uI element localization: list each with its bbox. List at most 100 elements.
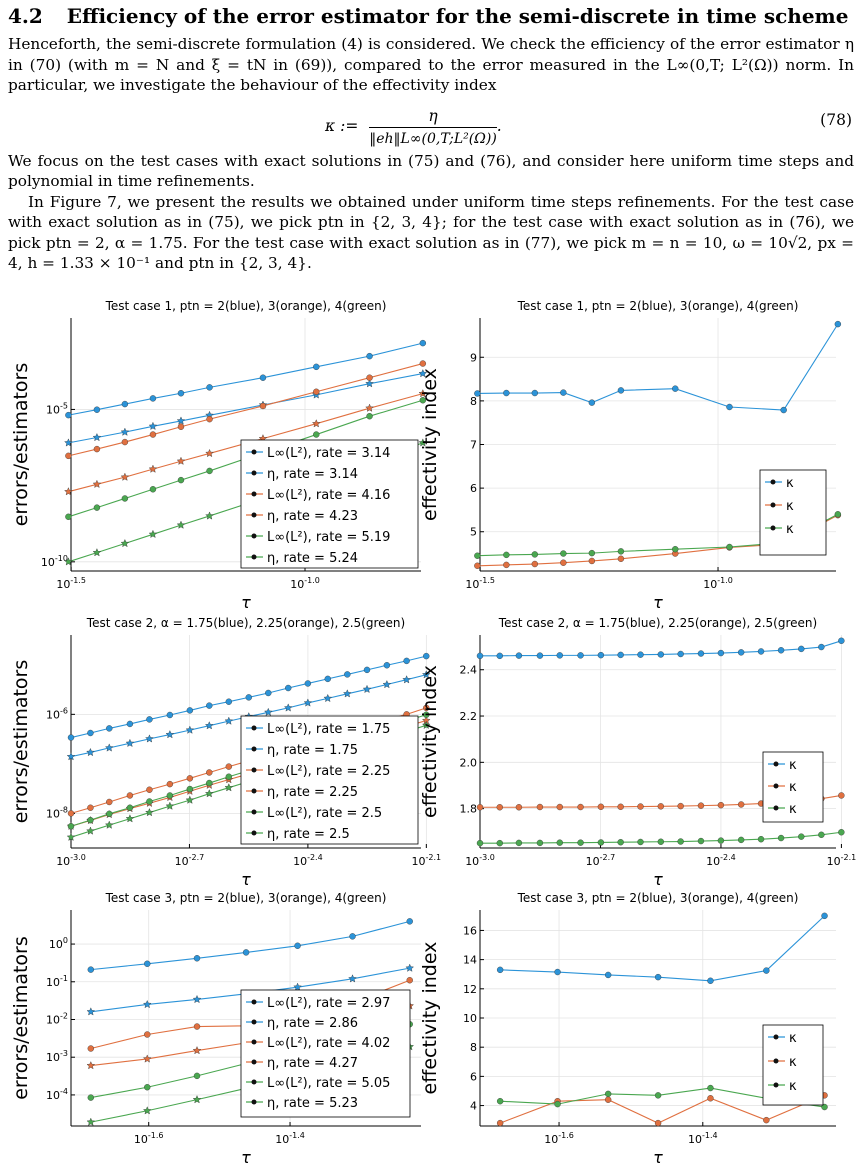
y-axis-label: effectivity index: [419, 942, 441, 1095]
chart-test2-effectivity: 10-3.0 10-2.7 10-2.4 10-2.1 1.8 2.0 2.2 2.4 Test…: [419, 616, 856, 889]
data-point: [672, 385, 679, 392]
data-point-star: [86, 1117, 96, 1126]
data-point-star: [405, 963, 415, 972]
data-point: [67, 734, 75, 741]
tick-label: 1.8: [460, 803, 478, 816]
tick-label: 10-1.5: [56, 576, 86, 591]
legend-marker: [770, 502, 776, 508]
data-point: [556, 652, 563, 659]
data-point: [144, 1031, 151, 1038]
series-blue-circle: [476, 637, 845, 660]
legend-label: κ: [786, 499, 794, 514]
tick-label: 10-1.0: [290, 576, 320, 591]
data-point-star: [311, 419, 321, 428]
data-point: [834, 320, 842, 328]
data-point: [763, 1116, 770, 1124]
data-point: [588, 549, 596, 557]
data-point: [838, 829, 845, 836]
data-point: [285, 684, 292, 692]
data-point-star: [205, 448, 214, 458]
data-point-star: [421, 670, 431, 679]
data-point-star: [263, 707, 273, 716]
data-point-star: [145, 808, 154, 817]
data-point: [617, 839, 624, 846]
legend-marker: [251, 830, 257, 836]
tick-label: 6: [470, 1070, 477, 1083]
legend-label: L∞(L²), rate = 3.14: [267, 446, 390, 461]
data-point: [617, 548, 625, 555]
data-point: [496, 652, 503, 660]
equation-numerator: η: [369, 107, 497, 128]
data-point: [657, 651, 665, 658]
series-line: [68, 363, 423, 457]
tick-label: 10-8: [46, 805, 68, 820]
data-point: [65, 452, 72, 460]
data-point: [146, 716, 153, 723]
legend-marker: [251, 449, 257, 455]
y-axis-label: errors/estimators: [10, 363, 32, 527]
legend-label: η, rate = 5.23: [267, 1096, 358, 1111]
data-point: [67, 823, 75, 830]
series-line: [477, 514, 839, 567]
data-point: [838, 792, 845, 799]
x-axis-label: τ: [241, 870, 251, 889]
data-point: [144, 960, 151, 967]
data-point: [87, 804, 94, 811]
data-point: [126, 792, 134, 799]
data-point: [87, 1045, 95, 1052]
data-point: [617, 555, 625, 562]
series-line: [477, 323, 839, 411]
data-point-star: [86, 1061, 96, 1070]
paragraph-focus: We focus on the test cases with exact so…: [8, 151, 854, 191]
legend: κκκ: [762, 1024, 824, 1106]
legend-label: κ: [789, 780, 797, 795]
data-point: [503, 389, 510, 397]
data-point: [474, 552, 481, 559]
data-point: [121, 495, 129, 502]
legend-frame: [240, 439, 419, 569]
tick-label: 10-10: [41, 554, 68, 569]
paragraph-intro: Henceforth, the semi-discrete formulatio…: [8, 35, 854, 94]
tick-label: 10-1.6: [134, 1131, 164, 1146]
legend-marker: [773, 783, 779, 789]
data-point: [707, 1095, 714, 1102]
data-point: [65, 513, 72, 521]
chart-title: Test case 2, α = 1.75(blue), 2.25(orange…: [498, 616, 817, 630]
data-point: [206, 384, 213, 391]
series-blue-circle: [474, 320, 842, 414]
data-point-star: [418, 369, 428, 378]
data-point: [536, 839, 544, 847]
tick-label: 8: [470, 395, 477, 408]
data-point: [166, 711, 174, 719]
data-point: [496, 1097, 504, 1105]
data-point: [560, 389, 567, 396]
data-point: [654, 973, 662, 981]
data-point: [242, 949, 250, 956]
data-point: [121, 438, 129, 446]
data-point: [144, 1084, 151, 1091]
data-point: [717, 649, 725, 657]
paragraph-figure7: In Figure 7, we present the results we o…: [8, 192, 854, 273]
data-point: [677, 650, 684, 658]
x-axis-label: τ: [653, 1148, 663, 1166]
equation-fraction: η ‖eh‖L∞(0,T;L²(Ω)): [369, 107, 497, 147]
data-point: [149, 486, 157, 493]
tick-label: 10-2.1: [827, 853, 857, 868]
y-axis-label: errors/estimators: [10, 936, 32, 1100]
data-point-star: [86, 1007, 96, 1016]
data-point: [406, 918, 413, 925]
series-blue-circle: [67, 652, 430, 741]
data-point-star: [104, 820, 114, 829]
data-point-star: [92, 548, 102, 557]
legend-marker: [251, 1079, 257, 1085]
x-axis-label: τ: [653, 870, 663, 889]
data-point: [206, 779, 213, 787]
data-point: [737, 836, 745, 844]
data-point: [707, 1084, 714, 1092]
tick-label: 10-2.4: [706, 853, 736, 868]
legend-label: η, rate = 2.5: [267, 827, 350, 842]
data-point: [531, 389, 539, 397]
chart-test2-errors: 10-3.0 10-2.7 10-2.4 10-2.1 10-8 10-6 Test cas…: [10, 616, 441, 889]
chart-title: Test case 1, ptn = 2(blue), 3(orange), 4…: [517, 299, 799, 313]
data-point-star: [204, 789, 214, 798]
